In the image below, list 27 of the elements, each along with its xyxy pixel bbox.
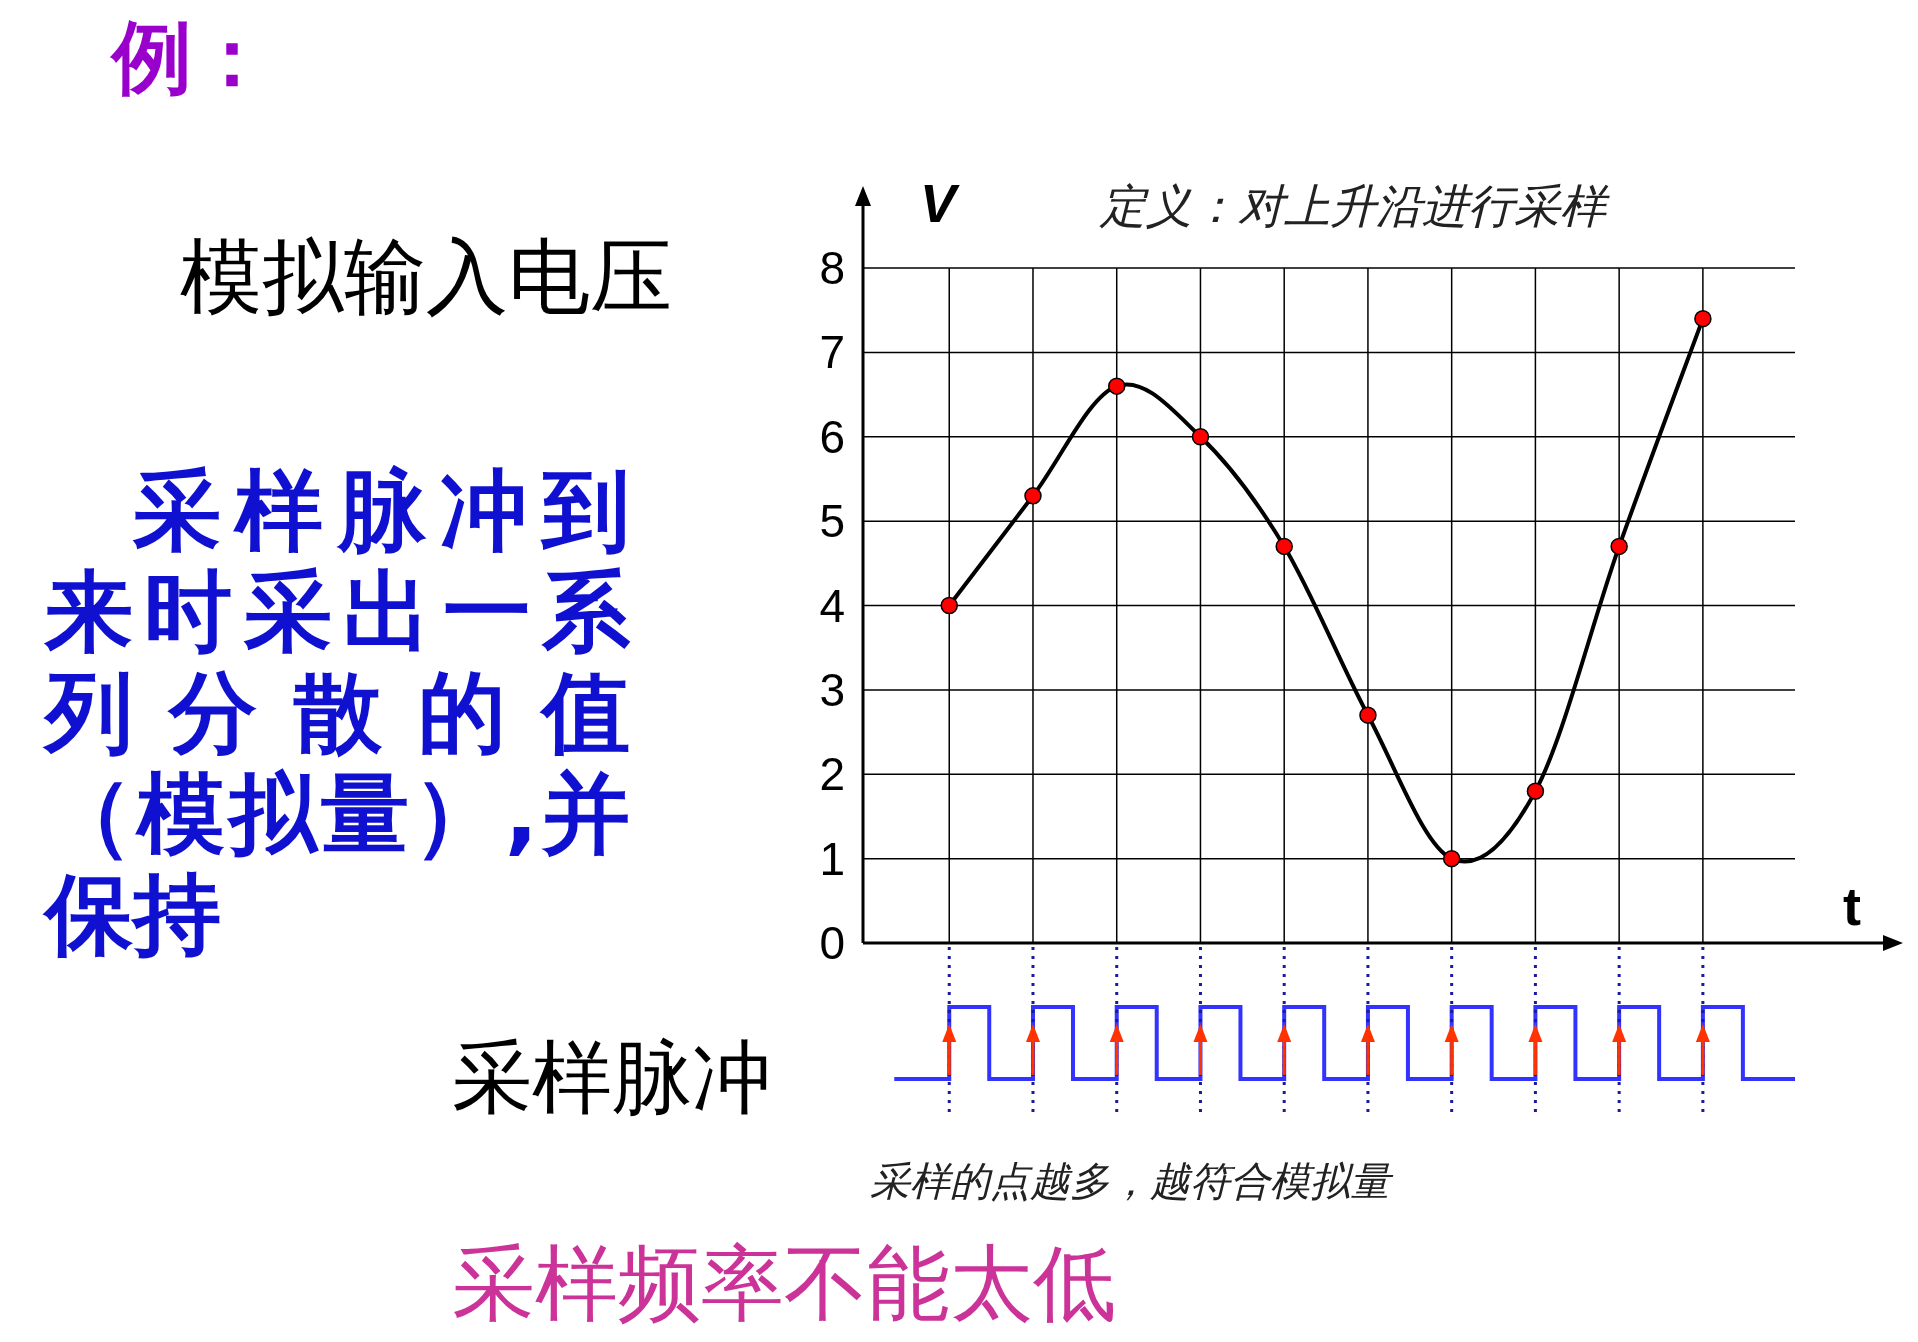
y-tick-label: 1 [819, 832, 845, 885]
y-tick-label: 7 [819, 326, 845, 379]
point [1526, 782, 1545, 800]
text: 采样频率不能太低 [452, 1235, 1116, 1332]
point [1694, 309, 1712, 328]
point [1359, 706, 1377, 724]
point [1191, 428, 1210, 446]
x-axis-title: t [1843, 876, 1861, 936]
y-tick-label: 4 [819, 579, 845, 632]
text: 定义：对上升沿进行采样 [1099, 179, 1610, 233]
y-tick-label: 3 [819, 663, 845, 716]
point [1107, 377, 1126, 395]
point [940, 596, 958, 615]
point [1275, 537, 1293, 556]
point [1610, 537, 1628, 556]
y-tick-label: 5 [819, 495, 845, 548]
y-axis-title: V [920, 173, 960, 233]
text: 采样脉冲 [452, 1031, 772, 1124]
point [1024, 487, 1042, 505]
text: 采样的点越多，越符合模拟量 [870, 1158, 1394, 1204]
text: 模拟输入电压 [180, 229, 672, 324]
y-tick-label: 8 [819, 242, 845, 294]
y-tick-label: 2 [819, 748, 845, 801]
y-tick-label: 0 [819, 917, 845, 969]
y-tick-label: 6 [819, 410, 845, 463]
text: 例： [109, 10, 272, 104]
point [1442, 849, 1461, 868]
